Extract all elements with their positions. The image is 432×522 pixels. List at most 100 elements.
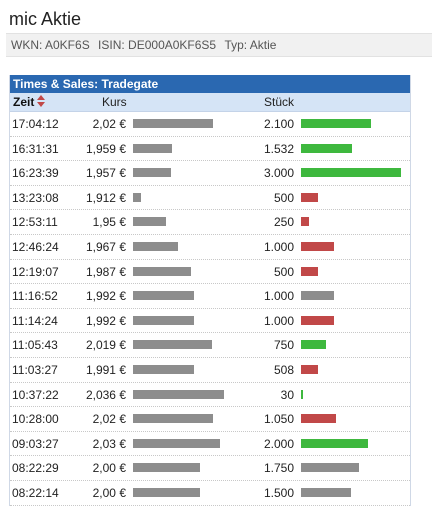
- trade-row: 16:23:39 1,957 € 3.000: [10, 161, 410, 186]
- trade-row: 12:19:07 1,987 € 500: [10, 260, 410, 285]
- price-bar: [133, 364, 194, 374]
- price-bar: [133, 463, 200, 473]
- price-bar: [133, 168, 171, 178]
- trade-time: 11:03:27: [12, 362, 58, 377]
- column-header-stueck: Stück: [264, 95, 295, 109]
- trade-price: 1,967 €: [85, 239, 126, 254]
- trades-list: 17:04:12 2,02 € 2.100 16:31:31 1,959 € 1.532 1…: [10, 112, 410, 506]
- trade-row: 10:28:00 2,02 € 1.050: [10, 407, 410, 432]
- trade-quantity: 500: [273, 190, 294, 205]
- trade-quantity: 1.000: [263, 313, 294, 328]
- trade-quantity: 1.000: [263, 239, 294, 254]
- panel-title: Times & Sales: Tradegate: [10, 75, 410, 93]
- column-header-zeit[interactable]: Zeit: [13, 95, 35, 109]
- trade-quantity: 30: [280, 387, 294, 402]
- trade-time: 11:16:52: [12, 289, 58, 304]
- trade-row: 08:22:29 2,00 € 1.750: [10, 456, 410, 481]
- price-bar: [133, 315, 194, 325]
- trade-price: 2,02 €: [92, 117, 126, 131]
- trade-quantity: 1.000: [263, 289, 294, 304]
- trade-quantity: 500: [273, 264, 294, 279]
- trade-row: 11:05:43 2,019 € 750: [10, 333, 410, 358]
- trade-time: 13:23:08: [12, 190, 59, 205]
- wkn-label: WKN: A0KF6S: [11, 38, 90, 52]
- trade-time: 11:05:43: [12, 338, 58, 353]
- quantity-bar: [301, 266, 318, 276]
- page-title: mic Aktie: [9, 9, 82, 29]
- quantity-bar: [301, 414, 336, 424]
- trade-time: 09:03:27: [12, 436, 59, 451]
- price-bar: [133, 414, 213, 424]
- trade-row: 11:16:52 1,992 € 1.000: [10, 284, 410, 309]
- trade-quantity: 1.750: [263, 461, 294, 476]
- trade-time: 10:28:00: [12, 412, 59, 427]
- sort-arrows-icon[interactable]: [37, 95, 45, 107]
- trade-price: 1,987 €: [85, 264, 126, 279]
- price-bar: [133, 340, 212, 350]
- trade-time: 16:31:31: [12, 141, 59, 156]
- trade-quantity: 250: [273, 215, 294, 230]
- price-bar: [133, 241, 178, 251]
- trade-price: 2,00 €: [92, 485, 126, 500]
- trade-row: 17:04:12 2,02 € 2.100: [10, 112, 410, 137]
- price-bar: [133, 119, 213, 128]
- times-and-sales-panel: Times & Sales: Tradegate Zeit Kurs Stück…: [9, 75, 411, 506]
- price-bar: [133, 217, 166, 227]
- quantity-bar: [301, 315, 334, 325]
- price-bar: [133, 192, 141, 202]
- price-bar: [133, 291, 194, 301]
- price-bar: [133, 143, 172, 153]
- trade-time: 17:04:12: [12, 117, 59, 131]
- quantity-bar: [301, 241, 334, 251]
- quantity-bar: [301, 217, 309, 227]
- trade-row: 13:23:08 1,912 € 500: [10, 186, 410, 211]
- trade-quantity: 1.500: [263, 485, 294, 500]
- trade-price: 1,95 €: [92, 215, 126, 230]
- column-header-row: Zeit Kurs Stück: [10, 93, 410, 112]
- trade-price: 1,959 €: [85, 141, 126, 156]
- trade-row: 12:53:11 1,95 € 250: [10, 210, 410, 235]
- trade-price: 1,991 €: [85, 362, 126, 377]
- trade-price: 1,992 €: [85, 289, 126, 304]
- price-bar: [133, 266, 191, 276]
- trade-price: 1,992 €: [85, 313, 126, 328]
- trade-price: 1,957 €: [85, 166, 126, 181]
- trade-time: 12:46:24: [12, 239, 59, 254]
- trade-quantity: 508: [273, 362, 294, 377]
- quantity-bar: [301, 487, 351, 497]
- trade-quantity: 3.000: [263, 166, 294, 181]
- isin-label: ISIN: DE000A0KF6S5: [98, 38, 217, 52]
- trade-quantity: 1.532: [263, 141, 294, 156]
- trade-price: 2,03 €: [92, 436, 126, 451]
- trade-row: 10:37:22 2,036 € 30: [10, 383, 410, 408]
- quantity-bar: [301, 364, 318, 374]
- quantity-bar: [301, 291, 334, 301]
- trade-time: 10:37:22: [12, 387, 59, 402]
- trade-quantity: 750: [273, 338, 294, 353]
- type-label: Typ: Aktie: [224, 38, 277, 52]
- trade-time: 11:14:24: [12, 313, 58, 328]
- trade-time: 16:23:39: [12, 166, 59, 181]
- price-bar: [133, 438, 220, 448]
- quantity-bar: [301, 119, 371, 128]
- quantity-bar: [301, 463, 359, 473]
- price-bar: [133, 389, 224, 399]
- quantity-bar: [301, 168, 401, 178]
- quantity-bar: [301, 340, 326, 350]
- quantity-bar: [301, 389, 303, 399]
- quantity-bar: [301, 438, 368, 448]
- trade-quantity: 1.050: [263, 412, 294, 427]
- trade-quantity: 2.100: [263, 117, 294, 131]
- trade-row: 11:14:24 1,992 € 1.000: [10, 309, 410, 334]
- security-meta-bar: WKN: A0KF6S ISIN: DE000A0KF6S5 Typ: Akti…: [6, 33, 432, 57]
- price-bar: [133, 487, 200, 497]
- quantity-bar: [301, 143, 352, 153]
- trade-price: 2,036 €: [85, 387, 126, 402]
- trade-quantity: 2.000: [263, 436, 294, 451]
- trade-price: 2,00 €: [92, 461, 126, 476]
- trade-price: 2,02 €: [92, 412, 126, 427]
- trade-time: 08:22:14: [12, 485, 59, 500]
- trade-price: 2,019 €: [85, 338, 126, 353]
- trade-row: 08:22:14 2,00 € 1.500: [10, 481, 410, 506]
- trade-row: 11:03:27 1,991 € 508: [10, 358, 410, 383]
